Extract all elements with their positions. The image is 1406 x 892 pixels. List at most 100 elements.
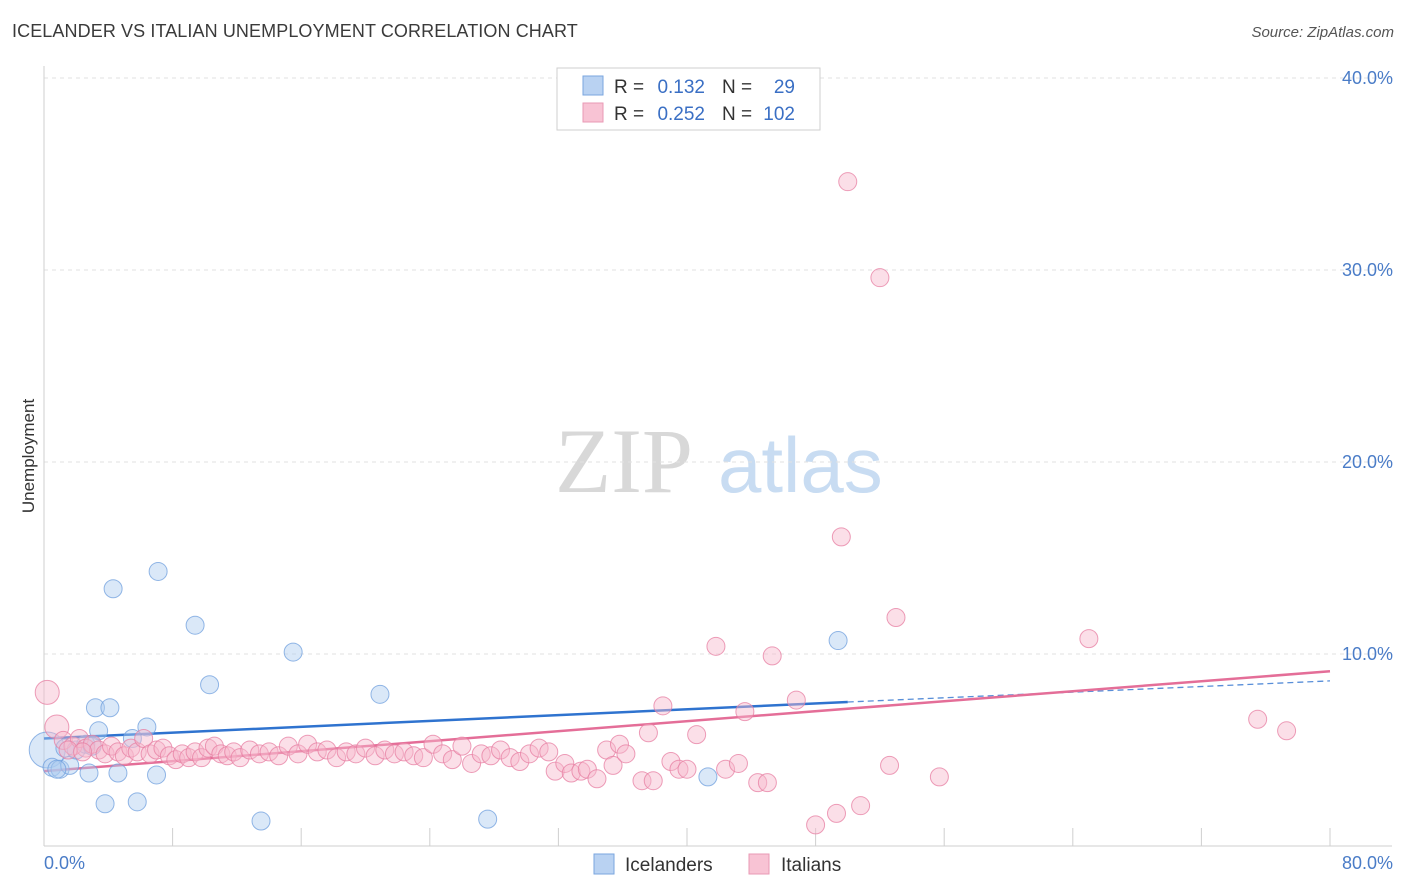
italians-point-34 — [278, 736, 298, 756]
icelanders-point-11 — [100, 698, 120, 718]
series-icelanders — [28, 561, 848, 831]
icelanders-point-8 — [85, 698, 105, 718]
italians-point-49 — [423, 734, 443, 754]
italians-point-31 — [249, 744, 269, 764]
icelanders-trend-dashed — [847, 680, 1331, 703]
icelanders-point-15 — [127, 792, 147, 812]
icelanders-point-26 — [828, 631, 848, 651]
icelanders-point-18 — [148, 561, 168, 581]
italians-point-80 — [706, 636, 726, 656]
x-tick-min: 0.0% — [44, 853, 85, 873]
italians-point-24 — [198, 738, 218, 758]
icelanders-point-25 — [698, 767, 718, 787]
italians-point-17 — [153, 738, 173, 758]
icelanders-point-17 — [147, 765, 167, 785]
italians-point-37 — [307, 742, 327, 762]
series-swatch-icelanders — [593, 853, 615, 875]
italians-point-48 — [413, 748, 433, 768]
icelanders-point-12 — [103, 579, 123, 599]
italians-point-88 — [806, 815, 826, 835]
y-axis-label: Unemployment — [19, 399, 38, 514]
italians-point-45 — [384, 744, 404, 764]
trend-lines — [43, 670, 1331, 773]
italians-point-38 — [317, 740, 337, 760]
italians-point-98 — [1248, 709, 1268, 729]
italians-point-71 — [616, 744, 636, 764]
italians-point-23 — [192, 748, 212, 768]
italians-point-40 — [336, 742, 356, 762]
italians-point-83 — [735, 702, 755, 722]
chart-title: ICELANDER VS ITALIAN UNEMPLOYMENT CORREL… — [12, 21, 578, 41]
y-tick-label-10: 10.0% — [1342, 644, 1393, 664]
italians-point-47 — [404, 746, 424, 766]
watermark-zip: ZIP — [555, 410, 693, 512]
italians-point-42 — [356, 738, 375, 758]
italians-point-84 — [748, 773, 768, 793]
chart-source: Source: ZipAtlas.com — [1251, 24, 1394, 41]
italians-point-46 — [394, 742, 414, 762]
icelanders-point-7 — [79, 763, 99, 783]
italians-point-41 — [346, 744, 366, 764]
icelanders-point-13 — [108, 763, 128, 783]
italians-point-16 — [147, 740, 167, 760]
italians-point-53 — [462, 753, 482, 773]
italians-point-29 — [230, 748, 250, 768]
italians-trend-line — [43, 670, 1331, 773]
axes — [43, 66, 1392, 847]
legend-n-label-2: N = — [722, 104, 752, 125]
italians-point-74 — [643, 771, 663, 791]
watermark-atlas: atlas — [718, 421, 883, 509]
italians-point-66 — [577, 759, 597, 779]
italians-point-60 — [529, 738, 549, 758]
watermark: ZIP atlas — [555, 410, 883, 512]
italians-point-35 — [288, 744, 308, 764]
legend-n-value-1: 29 — [774, 77, 795, 98]
italians-point-93 — [870, 268, 890, 288]
x-tick-max: 80.0% — [1342, 853, 1393, 873]
italians-point-90 — [831, 527, 851, 547]
icelanders-point-22 — [283, 642, 303, 662]
italians-point-61 — [539, 742, 559, 762]
italians-point-76 — [661, 752, 681, 772]
italians-point-11 — [114, 746, 134, 766]
italians-point-79 — [687, 725, 707, 745]
italians-point-30 — [240, 740, 260, 760]
icelanders-trend-line — [43, 700, 848, 740]
legend-n-label-1: N = — [722, 77, 752, 98]
italians-point-54 — [471, 744, 491, 764]
legend-r-value-2: 0.252 — [657, 104, 705, 125]
legend-swatch-italians — [582, 102, 604, 123]
icelanders-point-19 — [185, 615, 205, 635]
italians-point-72 — [632, 771, 652, 791]
italians-point-87 — [786, 690, 806, 710]
series-label-icelanders: Icelanders — [625, 855, 713, 876]
icelanders-point-28 — [47, 759, 67, 779]
italians-point-92 — [851, 796, 871, 816]
italians-point-0 — [34, 679, 60, 705]
series-label-italians: Italians — [781, 855, 841, 876]
grid-lines — [44, 77, 1392, 655]
italians-point-99 — [1277, 721, 1297, 741]
italians-point-62 — [545, 761, 565, 781]
y-tick-label-40: 40.0% — [1342, 68, 1393, 88]
italians-point-78 — [677, 759, 697, 779]
legend-r-label-1: R = — [614, 77, 644, 98]
series-italians — [34, 172, 1297, 835]
y-tick-label-20: 20.0% — [1342, 452, 1393, 472]
legend-n-value-2: 102 — [763, 104, 795, 125]
italians-point-75 — [653, 696, 673, 716]
series-legend: Icelanders Italians — [593, 853, 841, 876]
italians-point-77 — [669, 759, 689, 779]
italians-point-56 — [491, 740, 511, 760]
y-tick-labels: 10.0% 20.0% 30.0% 40.0% — [1342, 68, 1393, 664]
italians-point-95 — [886, 608, 906, 628]
italians-point-85 — [757, 773, 777, 793]
icelanders-point-10 — [95, 794, 115, 814]
italians-point-89 — [826, 803, 846, 823]
icelanders-point-16 — [137, 717, 157, 737]
italians-point-52 — [452, 736, 472, 756]
icelanders-point-24 — [478, 809, 498, 829]
italians-point-96 — [929, 767, 949, 787]
italians-point-82 — [728, 753, 748, 773]
